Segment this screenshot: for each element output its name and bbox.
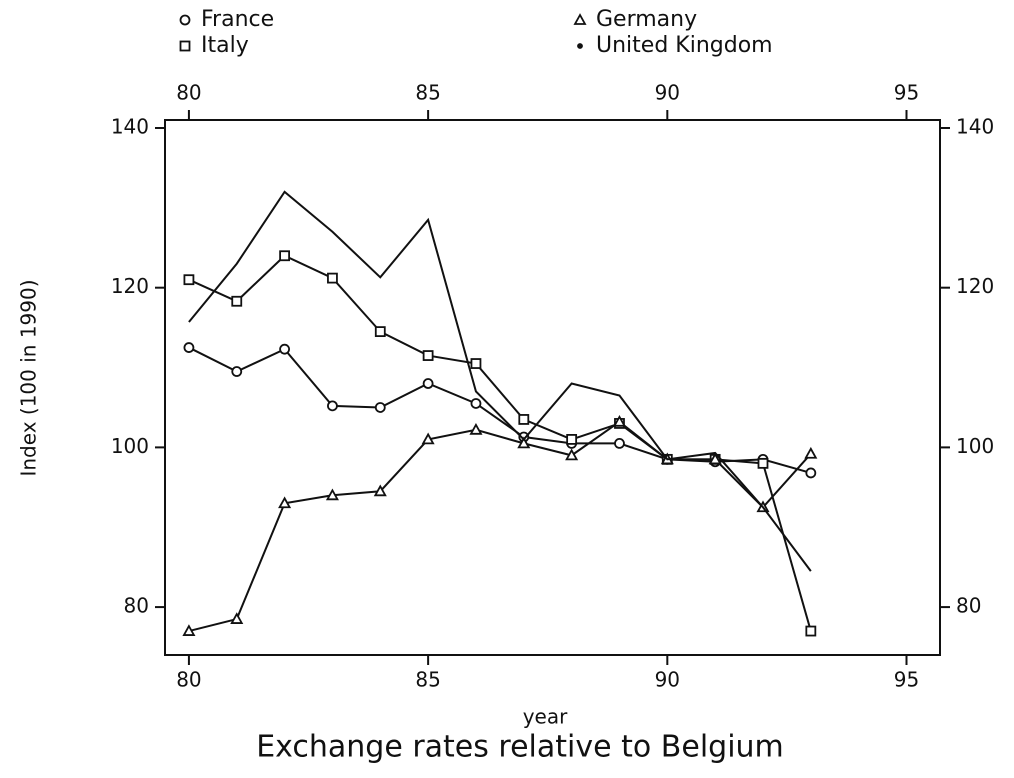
y2-tick-label: 100 [956,434,994,458]
marker-triangle [469,422,483,435]
marker-circle [470,398,482,409]
marker-square [179,40,191,52]
marker-square [518,414,530,425]
marker-triangle [230,612,244,624]
x-tick-label: 95 [894,668,919,692]
top-tick-label: 80 [176,81,201,105]
marker-square [279,250,290,262]
y2-tick-label: 140 [956,114,994,138]
marker-triangle [573,13,587,25]
marker-circle [374,402,386,413]
marker-square [183,274,195,286]
marker-square [566,434,578,445]
x-axis-label: year [523,705,568,729]
x-tick-label: 80 [176,668,201,692]
marker-triangle [373,484,387,497]
marker-square [231,295,243,307]
marker-triangle [325,488,339,501]
plot-frame [164,119,941,656]
marker-triangle [565,448,579,461]
marker-triangle [421,432,435,445]
marker-circle [805,467,817,479]
y2-tick-label: 120 [956,274,994,298]
marker-square [757,457,769,469]
y-tick-label: 80 [124,594,149,618]
x-tick-label: 90 [655,668,680,692]
marker-triangle [517,436,531,449]
legend-label: Germany [596,7,697,32]
marker-square [422,350,434,361]
marker-circle [422,378,434,389]
y-tick-label: 140 [111,114,149,138]
marker-triangle [612,414,627,427]
series-line [188,190,812,572]
marker-square [374,326,386,338]
legend-label: United Kingdom [596,33,773,58]
marker-dot [577,43,583,49]
marker-square [327,272,338,284]
top-tick-label: 90 [655,81,680,105]
series-line [188,346,812,474]
marker-circle [614,437,625,449]
y-axis-label: Index (100 in 1990) [17,279,41,476]
marker-triangle [804,446,818,459]
marker-circle [183,342,195,353]
legend-label: Italy [201,33,249,58]
x-tick-label: 85 [415,668,440,692]
marker-square [470,358,482,369]
marker-circle [279,343,290,355]
chart-title: Exchange rates relative to Belgium [256,730,784,765]
marker-circle [231,366,243,377]
top-tick-label: 95 [894,81,919,105]
y-tick-label: 100 [111,434,149,458]
legend-label: France [201,7,274,32]
marker-triangle [278,496,292,509]
series-line [188,254,812,632]
marker-triangle [708,452,722,465]
marker-circle [327,400,338,412]
marker-square [805,625,817,637]
top-tick-label: 85 [415,81,440,105]
marker-circle [179,14,191,26]
marker-triangle [182,624,196,636]
y2-tick-label: 80 [956,594,981,618]
y-tick-label: 120 [111,274,149,298]
series-line [188,420,812,633]
